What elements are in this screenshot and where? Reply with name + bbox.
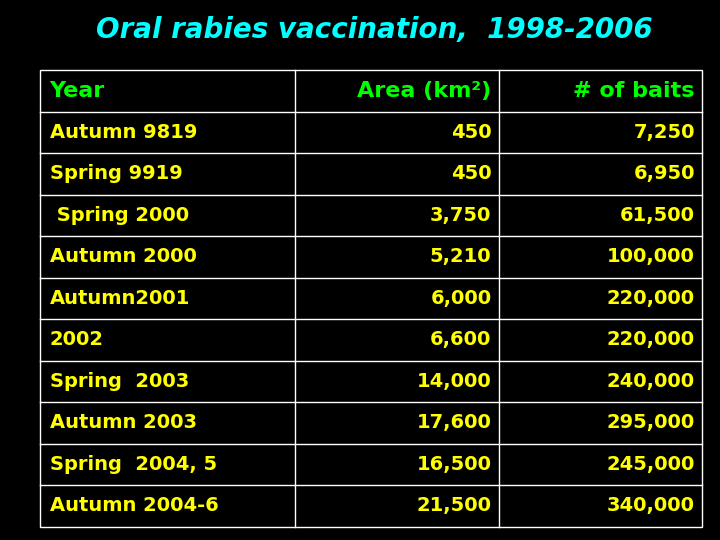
Text: # of baits: # of baits	[573, 81, 695, 101]
Text: Area (km²): Area (km²)	[357, 81, 492, 101]
Text: Autumn 9819: Autumn 9819	[50, 123, 197, 142]
Text: Autumn 2000: Autumn 2000	[50, 247, 197, 266]
Text: 6,600: 6,600	[430, 330, 492, 349]
Text: 3,750: 3,750	[430, 206, 492, 225]
Text: 295,000: 295,000	[606, 413, 695, 433]
Text: 2002: 2002	[50, 330, 104, 349]
Text: Spring 9919: Spring 9919	[50, 164, 182, 184]
Text: 21,500: 21,500	[416, 496, 492, 515]
Text: Year: Year	[50, 81, 105, 101]
Text: Oral rabies vaccination,  1998-2006: Oral rabies vaccination, 1998-2006	[96, 16, 653, 44]
Text: 14,000: 14,000	[417, 372, 492, 391]
Text: 6,950: 6,950	[634, 164, 695, 184]
Text: 17,600: 17,600	[417, 413, 492, 433]
Text: Spring  2003: Spring 2003	[50, 372, 189, 391]
Text: 450: 450	[451, 164, 492, 184]
Text: Autumn2001: Autumn2001	[50, 289, 190, 308]
Text: 7,250: 7,250	[634, 123, 695, 142]
Text: 100,000: 100,000	[607, 247, 695, 266]
Text: 16,500: 16,500	[416, 455, 492, 474]
Text: 450: 450	[451, 123, 492, 142]
Text: Spring  2004, 5: Spring 2004, 5	[50, 455, 217, 474]
Text: 220,000: 220,000	[607, 330, 695, 349]
Text: 6,000: 6,000	[431, 289, 492, 308]
Text: Autumn 2004-6: Autumn 2004-6	[50, 496, 218, 515]
Text: 340,000: 340,000	[607, 496, 695, 515]
Text: Autumn 2003: Autumn 2003	[50, 413, 197, 433]
Text: 240,000: 240,000	[607, 372, 695, 391]
Text: Spring 2000: Spring 2000	[50, 206, 189, 225]
Text: 5,210: 5,210	[430, 247, 492, 266]
Text: 61,500: 61,500	[620, 206, 695, 225]
Text: 245,000: 245,000	[606, 455, 695, 474]
Bar	[40, 70, 702, 526]
Text: 220,000: 220,000	[607, 289, 695, 308]
